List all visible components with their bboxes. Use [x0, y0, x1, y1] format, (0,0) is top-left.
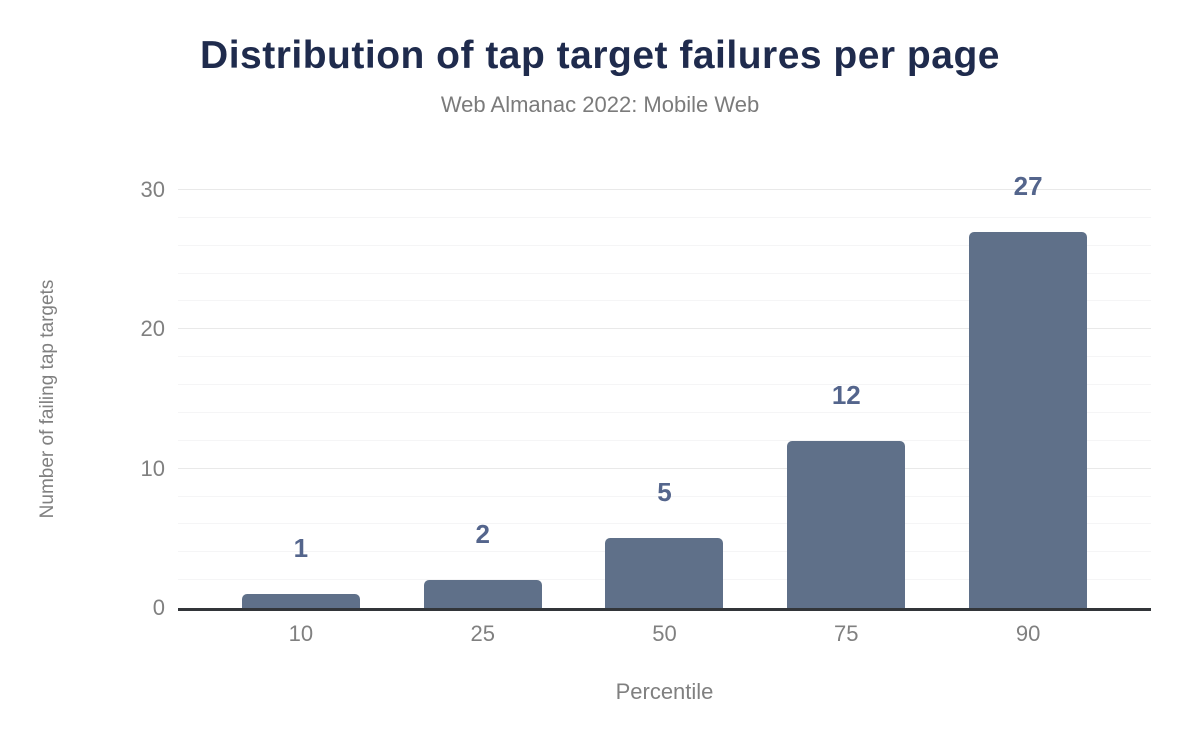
y-tick-label-0: 0 — [152, 595, 165, 620]
x-tick-label-50: 50 — [652, 621, 677, 646]
minor-gridline-14 — [178, 411, 1151, 413]
bar-band-50: 5 — [574, 160, 756, 608]
y-tick-label-20: 20 — [140, 316, 165, 342]
bar-p75 — [787, 440, 906, 608]
y-tick-label-10: 10 — [140, 455, 165, 481]
bar-band-25: 2 — [392, 160, 574, 608]
bar-p90 — [969, 231, 1088, 608]
x-axis-tick-labels: 10 25 50 75 90 — [178, 621, 1151, 647]
x-axis-title: Percentile — [615, 679, 714, 704]
minor-gridline-16 — [178, 384, 1151, 386]
minor-gridline-24 — [178, 272, 1151, 274]
plot-area: 1 2 5 12 27 — [178, 160, 1151, 611]
minor-gridline-18 — [178, 356, 1151, 358]
minor-gridline-28 — [178, 216, 1151, 218]
minor-gridline-6 — [178, 523, 1151, 525]
bar-value-label-p75: 12 — [831, 379, 861, 410]
major-gridline-30 — [178, 189, 1151, 190]
x-tick-label-90: 90 — [1015, 621, 1041, 646]
x-tick-label-75: 75 — [834, 621, 859, 646]
minor-gridline-22 — [178, 300, 1151, 302]
bar-value-label-p50: 5 — [657, 477, 672, 508]
major-gridline-20 — [178, 328, 1151, 330]
chart-title: Distribution of tap target failures per … — [200, 34, 1000, 77]
bar-p10 — [241, 594, 360, 608]
y-tick-label-30: 30 — [140, 177, 165, 202]
bar-p25 — [423, 580, 542, 608]
bar-value-label-p90: 27 — [1013, 170, 1043, 201]
y-axis-title: Number of failing tap targets — [37, 279, 58, 519]
x-tick-label-10: 10 — [288, 621, 314, 646]
minor-gridline-26 — [178, 244, 1151, 246]
bars-layer: 1 2 5 12 27 — [178, 160, 1151, 608]
bar-band-75: 12 — [755, 160, 937, 608]
bar-value-label-p25: 2 — [475, 519, 490, 550]
x-tick-label-25: 25 — [470, 621, 495, 646]
minor-gridline-8 — [178, 495, 1151, 497]
bar-p50 — [605, 538, 724, 608]
bar-band-10: 1 — [210, 160, 392, 608]
minor-gridline-12 — [178, 439, 1151, 441]
major-gridline-10 — [178, 467, 1151, 469]
bar-value-label-p10: 1 — [293, 533, 309, 564]
bar-band-90: 27 — [937, 160, 1119, 608]
chart-subtitle: Web Almanac 2022: Mobile Web — [440, 92, 760, 117]
